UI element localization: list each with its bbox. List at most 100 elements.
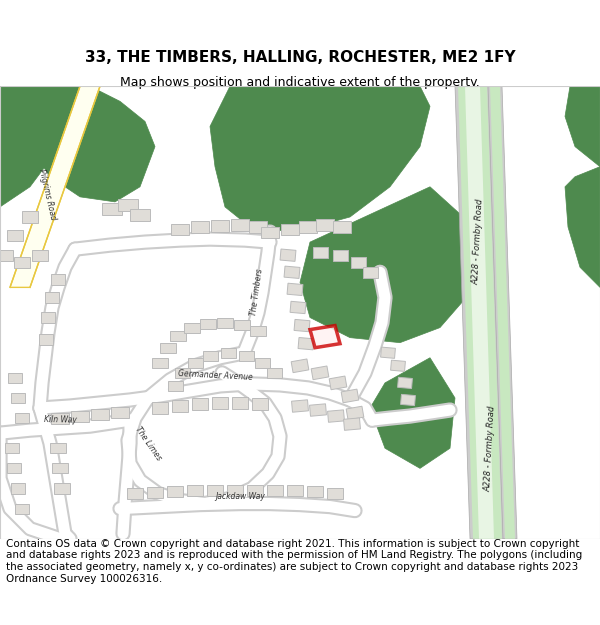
- Bar: [167, 381, 182, 391]
- Bar: [5, 443, 19, 453]
- Bar: [344, 418, 361, 431]
- Bar: [192, 399, 208, 409]
- Text: Jackdaw Way: Jackdaw Way: [215, 492, 265, 501]
- Text: Pilgrims Road: Pilgrims Road: [37, 169, 57, 221]
- Polygon shape: [465, 86, 494, 539]
- Bar: [391, 360, 406, 371]
- Bar: [22, 211, 38, 222]
- Bar: [350, 257, 365, 268]
- Bar: [284, 266, 300, 279]
- Bar: [341, 389, 359, 402]
- Polygon shape: [370, 357, 455, 468]
- Bar: [310, 404, 326, 416]
- Bar: [11, 484, 25, 494]
- Bar: [234, 319, 250, 329]
- Bar: [291, 359, 309, 372]
- Polygon shape: [455, 86, 505, 539]
- Text: A228 - Formby Road: A228 - Formby Road: [471, 199, 485, 286]
- Bar: [152, 357, 168, 367]
- Bar: [292, 400, 308, 412]
- Polygon shape: [0, 86, 155, 202]
- Bar: [212, 398, 228, 409]
- Bar: [11, 393, 25, 403]
- Bar: [254, 357, 269, 367]
- Bar: [380, 347, 395, 358]
- Bar: [41, 312, 55, 323]
- Bar: [231, 219, 249, 231]
- Polygon shape: [488, 86, 517, 539]
- Bar: [15, 504, 29, 514]
- Bar: [232, 398, 248, 409]
- Text: A228 - Formby Road: A228 - Formby Road: [483, 405, 497, 491]
- Bar: [191, 221, 209, 232]
- Bar: [221, 348, 235, 358]
- Bar: [45, 292, 59, 303]
- Bar: [287, 485, 303, 496]
- Bar: [307, 486, 323, 497]
- Bar: [91, 409, 109, 419]
- Bar: [401, 394, 415, 406]
- Bar: [167, 486, 183, 497]
- Bar: [346, 406, 364, 420]
- Bar: [252, 399, 268, 409]
- Bar: [398, 378, 412, 389]
- Bar: [171, 224, 189, 234]
- Bar: [249, 221, 267, 232]
- Bar: [15, 413, 29, 423]
- Text: The Timbers: The Timbers: [249, 268, 265, 316]
- Bar: [51, 412, 69, 424]
- Text: Kiln Way: Kiln Way: [44, 415, 76, 425]
- Bar: [261, 226, 279, 238]
- Bar: [294, 319, 310, 332]
- Bar: [287, 283, 303, 296]
- Bar: [7, 463, 21, 473]
- Bar: [311, 366, 329, 379]
- Bar: [299, 221, 317, 232]
- Bar: [313, 247, 328, 258]
- Text: The Limes: The Limes: [133, 424, 163, 462]
- Polygon shape: [565, 167, 600, 288]
- Text: Germander Avenue: Germander Avenue: [178, 369, 253, 382]
- Polygon shape: [0, 86, 55, 207]
- Bar: [267, 485, 283, 496]
- Bar: [32, 249, 48, 261]
- Bar: [200, 319, 216, 329]
- Bar: [50, 443, 66, 453]
- Bar: [239, 351, 254, 361]
- Bar: [203, 351, 218, 361]
- Bar: [8, 373, 22, 383]
- Bar: [51, 274, 65, 285]
- Bar: [333, 221, 351, 232]
- Bar: [102, 203, 122, 215]
- Bar: [327, 488, 343, 499]
- Polygon shape: [490, 86, 515, 539]
- Bar: [14, 257, 30, 268]
- Bar: [217, 318, 233, 328]
- Bar: [187, 485, 203, 496]
- Bar: [52, 463, 68, 473]
- Text: Map shows position and indicative extent of the property.: Map shows position and indicative extent…: [120, 76, 480, 89]
- Bar: [0, 249, 13, 261]
- Bar: [175, 368, 190, 378]
- Polygon shape: [458, 86, 502, 539]
- Polygon shape: [565, 86, 600, 167]
- Bar: [184, 322, 200, 332]
- Bar: [281, 224, 299, 234]
- Bar: [172, 401, 188, 411]
- Bar: [250, 326, 266, 336]
- Bar: [54, 484, 70, 494]
- Polygon shape: [10, 86, 100, 288]
- Bar: [170, 331, 186, 341]
- Text: Contains OS data © Crown copyright and database right 2021. This information is : Contains OS data © Crown copyright and d…: [6, 539, 582, 584]
- Text: 33, THE TIMBERS, HALLING, ROCHESTER, ME2 1FY: 33, THE TIMBERS, HALLING, ROCHESTER, ME2…: [85, 50, 515, 65]
- Bar: [118, 199, 138, 211]
- Polygon shape: [210, 86, 430, 232]
- Bar: [290, 301, 306, 314]
- Bar: [39, 334, 53, 345]
- Bar: [227, 485, 243, 496]
- Bar: [329, 376, 347, 390]
- Bar: [266, 368, 281, 378]
- Bar: [332, 249, 347, 261]
- Bar: [298, 338, 314, 350]
- Bar: [71, 411, 89, 422]
